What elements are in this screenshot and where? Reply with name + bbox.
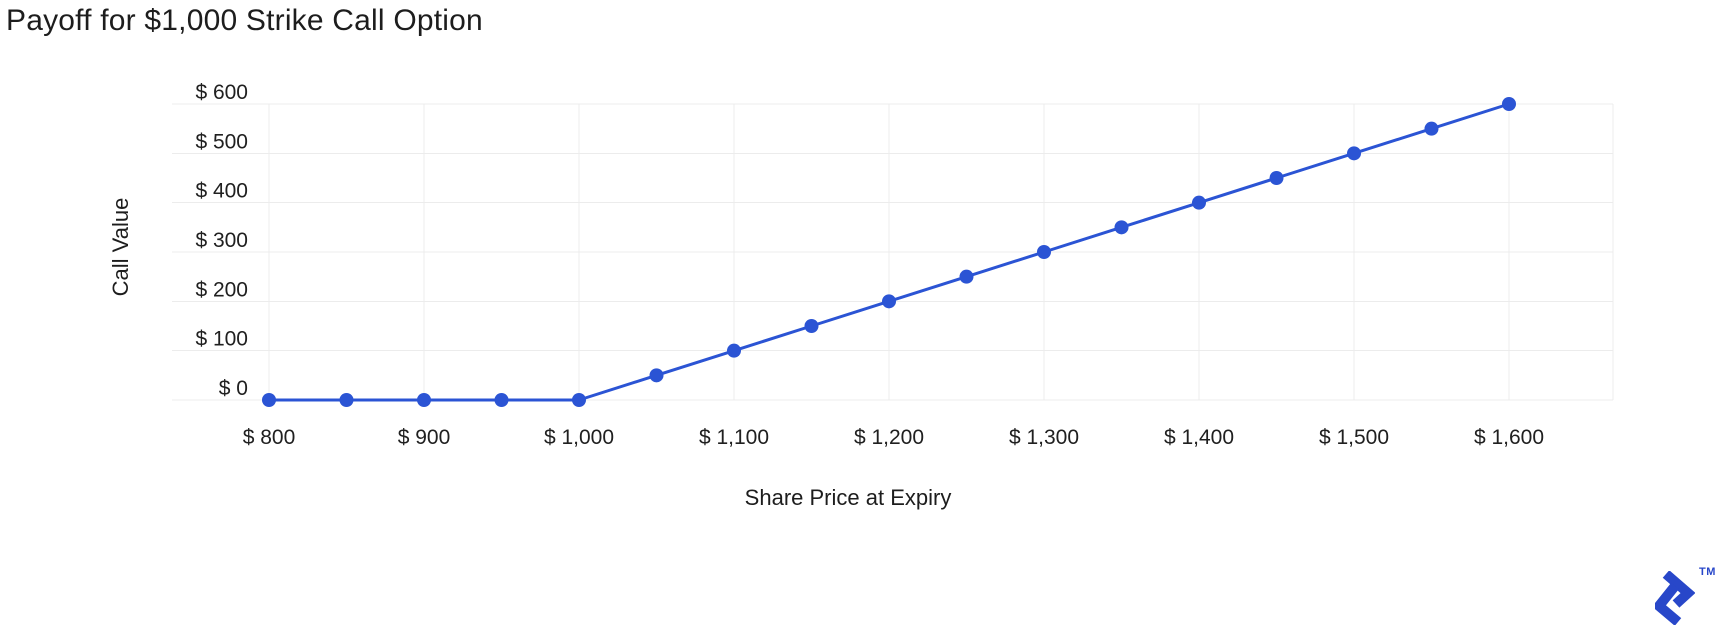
y-tick-label: $ 400 (195, 180, 248, 203)
x-tick-label: $ 1,300 (1009, 426, 1079, 449)
x-tick-label: $ 1,100 (699, 426, 769, 449)
y-tick-label: $ 500 (195, 130, 248, 153)
y-tick-label: $ 100 (195, 328, 248, 351)
x-tick-label: $ 800 (243, 426, 296, 449)
trademark-label: TM (1699, 566, 1716, 578)
x-tick-label: $ 900 (398, 426, 451, 449)
chart-title: Payoff for $1,000 Strike Call Option (6, 4, 483, 37)
data-point (1114, 220, 1129, 235)
y-tick-label: $ 200 (195, 278, 248, 301)
y-tick-label: $ 600 (195, 81, 248, 104)
data-point (262, 393, 276, 407)
data-point (1502, 97, 1516, 111)
data-point (1424, 121, 1439, 136)
data-point (339, 393, 354, 407)
x-tick-label: $ 1,200 (854, 426, 924, 449)
data-point (649, 368, 664, 383)
data-point (1347, 146, 1361, 161)
toptal-logo-icon (1655, 571, 1695, 625)
x-tick-label: $ 1,000 (544, 426, 614, 449)
y-tick-label: $ 0 (219, 377, 248, 400)
x-tick-label: $ 1,400 (1164, 426, 1234, 449)
toptal-logo: TM (1650, 566, 1720, 628)
data-point (1192, 195, 1206, 210)
data-point (1037, 245, 1051, 259)
data-point (494, 393, 509, 407)
x-axis-title: Share Price at Expiry (744, 485, 952, 510)
y-tick-label: $ 300 (195, 229, 248, 252)
data-point (727, 343, 741, 358)
data-point (1269, 171, 1284, 185)
data-point (417, 393, 431, 407)
data-point (804, 319, 819, 333)
data-point (882, 294, 896, 309)
data-point (959, 269, 974, 284)
x-tick-label: $ 1,500 (1319, 426, 1389, 449)
x-tick-label: $ 1,600 (1474, 426, 1544, 449)
data-point (572, 393, 586, 407)
